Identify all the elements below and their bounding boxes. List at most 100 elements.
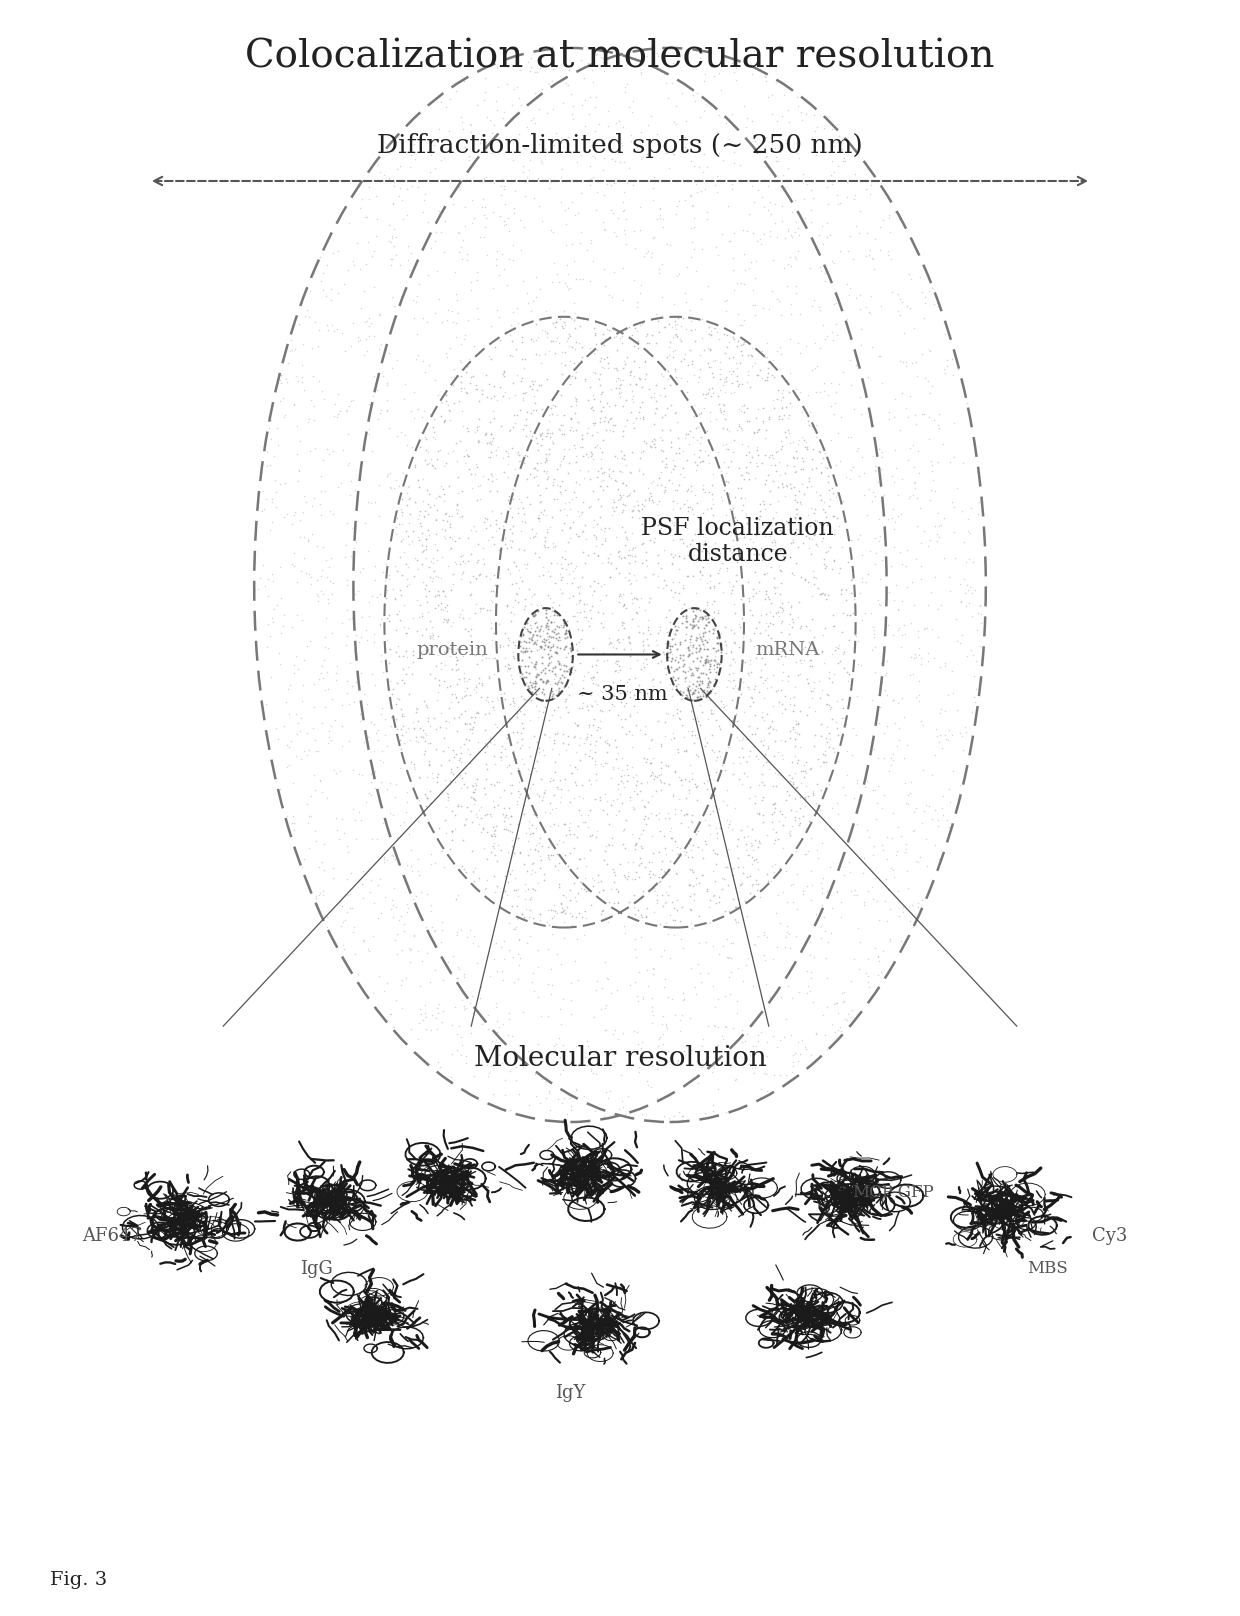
Point xyxy=(787,431,807,457)
Point xyxy=(670,187,689,213)
Point xyxy=(694,99,714,124)
Point xyxy=(754,727,774,753)
Point xyxy=(647,882,667,908)
Point xyxy=(593,354,613,380)
Point xyxy=(332,806,352,832)
Point xyxy=(466,372,486,398)
Point xyxy=(544,467,564,493)
Point xyxy=(448,648,467,674)
Point xyxy=(828,722,848,748)
Point xyxy=(593,427,613,452)
Point xyxy=(552,890,572,916)
Point xyxy=(841,275,861,301)
Point xyxy=(443,819,463,845)
Point xyxy=(780,692,800,718)
Point xyxy=(863,842,883,868)
Point xyxy=(781,873,801,898)
Point xyxy=(415,992,435,1018)
Point xyxy=(642,666,662,692)
Point xyxy=(663,625,683,651)
Point xyxy=(605,659,625,685)
Point xyxy=(771,472,791,498)
Point xyxy=(536,461,556,486)
Point xyxy=(513,134,533,160)
Point xyxy=(560,305,580,331)
Point xyxy=(529,635,549,661)
Point xyxy=(557,624,577,650)
Point xyxy=(432,147,451,173)
Point xyxy=(681,532,701,558)
Point xyxy=(631,656,651,682)
Point xyxy=(801,648,821,674)
Point xyxy=(738,359,758,385)
Point xyxy=(893,588,913,614)
Point xyxy=(595,729,615,755)
Point xyxy=(957,506,977,532)
Point xyxy=(510,633,529,659)
Point xyxy=(770,517,790,543)
Point xyxy=(494,808,513,834)
Point xyxy=(782,527,802,553)
Point xyxy=(782,889,802,915)
Point xyxy=(564,480,584,506)
Point xyxy=(517,165,537,191)
Point xyxy=(616,207,636,233)
Point xyxy=(728,845,748,871)
Point xyxy=(792,630,812,656)
Point xyxy=(582,394,601,420)
Point xyxy=(538,629,558,654)
Point xyxy=(777,847,797,873)
Point xyxy=(311,659,331,685)
Point xyxy=(724,276,744,302)
Point xyxy=(884,587,904,612)
Point xyxy=(563,107,583,133)
Point xyxy=(709,394,729,420)
Point xyxy=(774,548,794,574)
Point xyxy=(516,136,536,162)
Point xyxy=(688,952,708,978)
Point xyxy=(585,94,605,120)
Point xyxy=(662,675,682,701)
Point xyxy=(500,419,520,444)
Point xyxy=(684,154,704,179)
Point xyxy=(528,661,548,687)
Point xyxy=(377,370,397,396)
Point xyxy=(556,633,575,659)
Point xyxy=(434,482,454,507)
Point xyxy=(618,525,637,551)
Point xyxy=(859,404,879,430)
Point xyxy=(497,71,517,97)
Point xyxy=(476,205,496,231)
Point xyxy=(677,677,697,703)
Point xyxy=(662,645,682,671)
Point xyxy=(704,882,724,908)
Point xyxy=(782,716,802,742)
Point xyxy=(957,572,977,598)
Point xyxy=(699,609,719,635)
Point xyxy=(573,785,593,811)
Point xyxy=(523,819,543,845)
Point xyxy=(425,299,445,325)
Point xyxy=(398,890,418,916)
Point xyxy=(606,524,626,549)
Point xyxy=(569,695,589,721)
Point xyxy=(812,580,832,606)
Point xyxy=(642,994,662,1020)
Point xyxy=(554,538,574,564)
Point xyxy=(568,600,588,625)
Point xyxy=(606,223,626,249)
Point xyxy=(684,687,704,713)
Point xyxy=(724,591,744,617)
Point xyxy=(413,199,433,225)
Point xyxy=(900,294,920,320)
Point xyxy=(799,629,818,654)
Point xyxy=(769,677,789,703)
Point xyxy=(305,407,325,433)
Point xyxy=(682,229,702,255)
Point xyxy=(322,501,342,527)
Point xyxy=(760,189,780,215)
Point xyxy=(678,633,698,659)
Point xyxy=(857,242,877,268)
Point xyxy=(807,837,827,863)
Point xyxy=(697,637,717,663)
